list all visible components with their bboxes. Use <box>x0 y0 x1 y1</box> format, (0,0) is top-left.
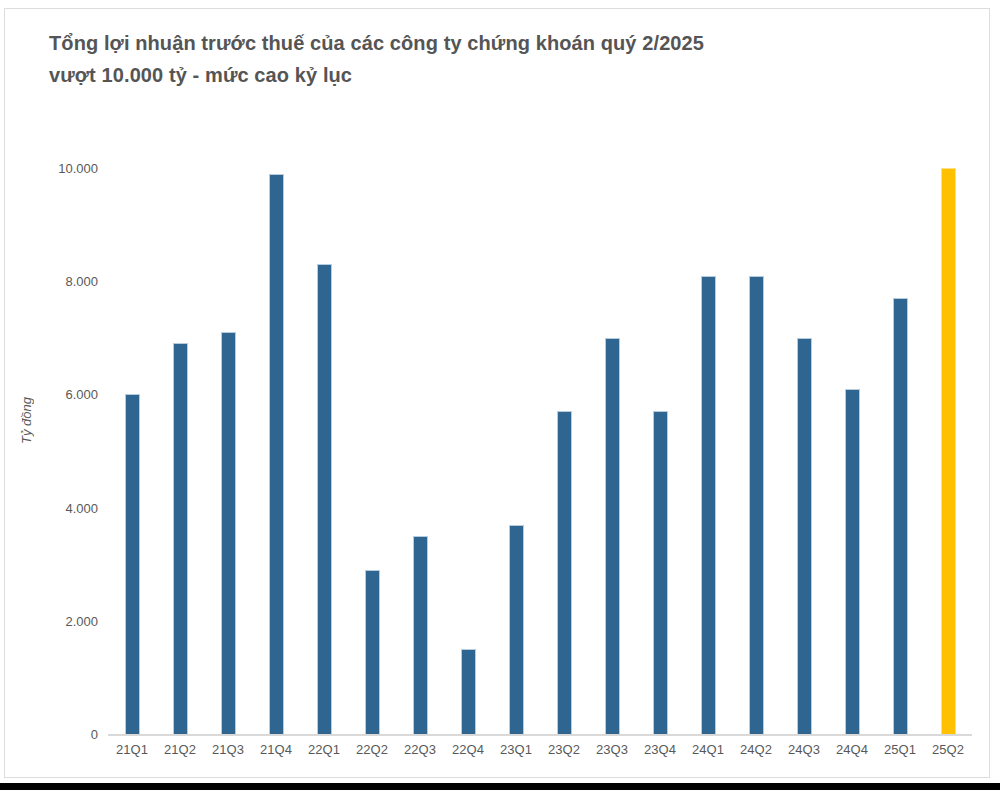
bar-slot-22Q2 <box>348 168 396 734</box>
bar-21Q1 <box>125 394 140 734</box>
bar-slot-24Q3 <box>780 168 828 734</box>
x-tick-21Q1: 21Q1 <box>108 742 156 757</box>
x-axis-labels: 21Q121Q221Q321Q422Q122Q222Q322Q423Q123Q2… <box>108 742 972 757</box>
chart-title-line1: Tổng lợi nhuận trước thuế của các công t… <box>49 27 704 59</box>
y-axis-ticks: 02.0004.0006.0008.00010.000 <box>5 168 98 734</box>
window-bottom-edge <box>0 783 1000 790</box>
x-tick-23Q1: 23Q1 <box>492 742 540 757</box>
bar-24Q2 <box>749 276 764 734</box>
bar-24Q4 <box>845 389 860 734</box>
bar-slot-21Q1 <box>108 168 156 734</box>
x-tick-24Q4: 24Q4 <box>828 742 876 757</box>
bar-22Q2 <box>365 570 380 734</box>
bar-slot-21Q4 <box>252 168 300 734</box>
bar-25Q2 <box>941 168 956 734</box>
y-tick-4.000: 4.000 <box>65 501 98 516</box>
bar-slot-24Q4 <box>828 168 876 734</box>
chart-card: Tổng lợi nhuận trước thuế của các công t… <box>4 8 990 778</box>
bar-23Q1 <box>509 525 524 734</box>
plot-area <box>108 168 972 736</box>
bar-slot-22Q1 <box>300 168 348 734</box>
y-tick-10.000: 10.000 <box>58 161 98 176</box>
x-tick-21Q4: 21Q4 <box>252 742 300 757</box>
x-tick-24Q2: 24Q2 <box>732 742 780 757</box>
x-tick-23Q3: 23Q3 <box>588 742 636 757</box>
chart-title-line2: vượt 10.000 tỷ - mức cao kỷ lục <box>49 59 704 91</box>
bar-slot-23Q2 <box>540 168 588 734</box>
x-tick-23Q2: 23Q2 <box>540 742 588 757</box>
x-tick-25Q2: 25Q2 <box>924 742 972 757</box>
bar-slot-21Q3 <box>204 168 252 734</box>
bar-23Q2 <box>557 411 572 734</box>
x-tick-23Q4: 23Q4 <box>636 742 684 757</box>
bar-21Q4 <box>269 174 284 734</box>
y-tick-0: 0 <box>91 727 98 742</box>
bar-23Q4 <box>653 411 668 734</box>
bar-slot-25Q2 <box>924 168 972 734</box>
x-tick-22Q3: 22Q3 <box>396 742 444 757</box>
bar-slot-24Q2 <box>732 168 780 734</box>
x-tick-24Q3: 24Q3 <box>780 742 828 757</box>
x-tick-25Q1: 25Q1 <box>876 742 924 757</box>
bar-22Q1 <box>317 264 332 734</box>
x-tick-24Q1: 24Q1 <box>684 742 732 757</box>
bar-slot-22Q3 <box>396 168 444 734</box>
bar-slot-24Q1 <box>684 168 732 734</box>
y-tick-6.000: 6.000 <box>65 387 98 402</box>
bar-slot-23Q3 <box>588 168 636 734</box>
bar-22Q3 <box>413 536 428 734</box>
bar-21Q2 <box>173 343 188 734</box>
x-tick-22Q1: 22Q1 <box>300 742 348 757</box>
bar-slot-23Q1 <box>492 168 540 734</box>
x-tick-21Q3: 21Q3 <box>204 742 252 757</box>
y-tick-2.000: 2.000 <box>65 614 98 629</box>
bar-24Q1 <box>701 276 716 734</box>
y-tick-8.000: 8.000 <box>65 274 98 289</box>
bar-24Q3 <box>797 338 812 734</box>
bar-slot-25Q1 <box>876 168 924 734</box>
bar-slot-21Q2 <box>156 168 204 734</box>
x-tick-22Q4: 22Q4 <box>444 742 492 757</box>
bar-25Q1 <box>893 298 908 734</box>
bar-23Q3 <box>605 338 620 734</box>
bar-slot-23Q4 <box>636 168 684 734</box>
x-tick-22Q2: 22Q2 <box>348 742 396 757</box>
chart-title: Tổng lợi nhuận trước thuế của các công t… <box>49 27 704 91</box>
x-tick-21Q2: 21Q2 <box>156 742 204 757</box>
bar-21Q3 <box>221 332 236 734</box>
bar-slot-22Q4 <box>444 168 492 734</box>
bar-22Q4 <box>461 649 476 734</box>
